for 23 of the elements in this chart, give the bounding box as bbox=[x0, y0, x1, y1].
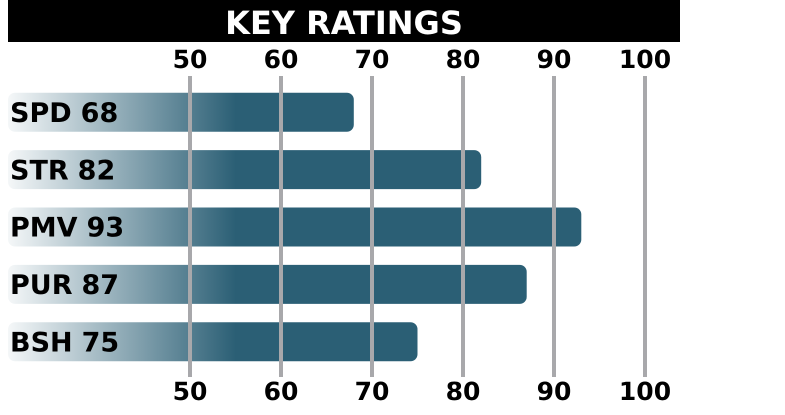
y-tick-label: SPD bbox=[10, 98, 72, 129]
x2-tick-label: 100 bbox=[618, 45, 672, 74]
x-tick-label: 50 bbox=[172, 377, 208, 406]
data-label: 68 bbox=[80, 98, 118, 129]
x2-tick-label: 80 bbox=[446, 45, 480, 74]
x2-tick-label: 70 bbox=[354, 45, 390, 74]
x-tick-label: 80 bbox=[446, 377, 480, 406]
x-tick-label: 90 bbox=[536, 377, 572, 406]
x-tick-label: 70 bbox=[354, 377, 390, 406]
x2-tick-label: 60 bbox=[264, 45, 298, 74]
data-label: 87 bbox=[82, 270, 120, 302]
chart-title: KEY RATINGS bbox=[225, 4, 463, 42]
x2-tick-label: 90 bbox=[536, 45, 572, 74]
x2-tick-label: 50 bbox=[172, 45, 208, 74]
y-tick-label: BSH bbox=[10, 327, 73, 358]
x-tick-label: 60 bbox=[264, 377, 298, 406]
data-label: 75 bbox=[82, 327, 120, 358]
x-tick-label: 100 bbox=[618, 377, 672, 406]
y-tick-label: STR bbox=[10, 155, 69, 186]
data-label: 82 bbox=[78, 155, 116, 186]
y-tick-label: PMV bbox=[10, 212, 78, 244]
data-label: 93 bbox=[86, 212, 124, 244]
y-tick-label: PUR bbox=[10, 270, 73, 302]
